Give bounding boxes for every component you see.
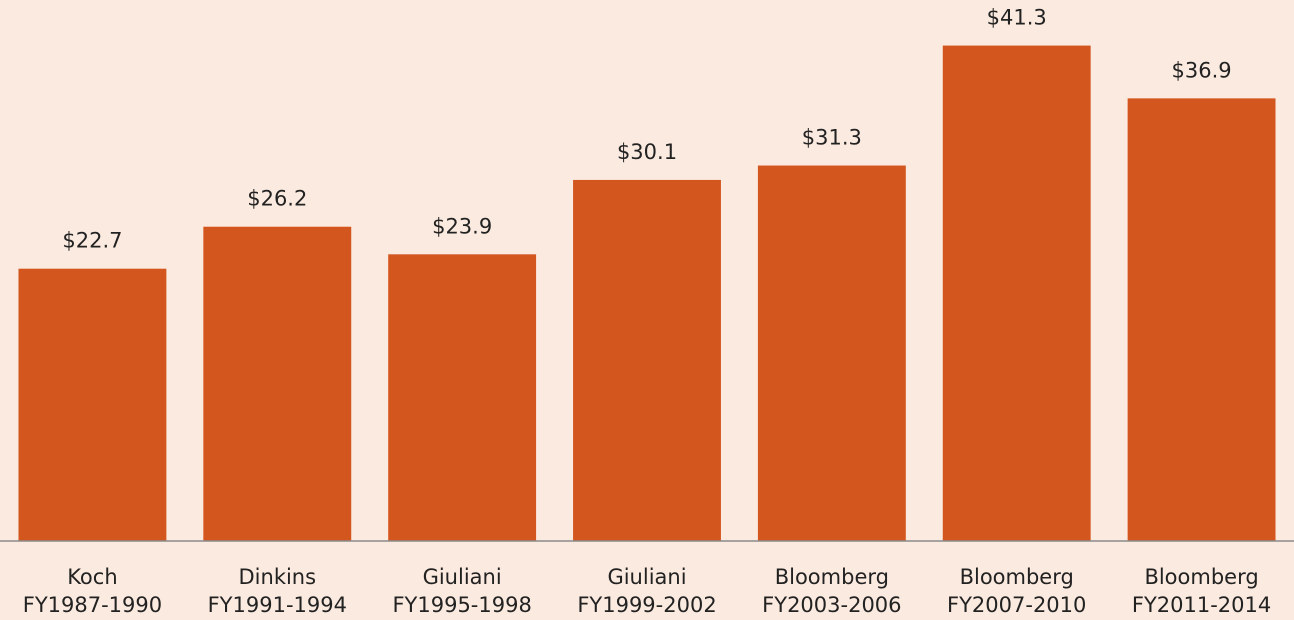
x-tick-label: Koch xyxy=(67,565,117,589)
x-tick-label: Giuliani xyxy=(423,565,502,589)
data-label: $26.2 xyxy=(247,187,307,211)
bar xyxy=(942,45,1091,541)
data-label: $36.9 xyxy=(1172,58,1232,82)
data-label: $41.3 xyxy=(987,6,1047,30)
bar xyxy=(573,179,721,542)
data-label: $22.7 xyxy=(62,229,122,253)
bar xyxy=(203,226,352,541)
x-tick-label: FY1987-1990 xyxy=(23,593,162,617)
x-tick-label: FY1991-1994 xyxy=(208,593,347,617)
x-tick-label: Dinkins xyxy=(239,565,317,589)
x-tick-label: Bloomberg xyxy=(1144,565,1258,589)
data-label: $30.1 xyxy=(617,140,677,164)
x-tick-label: FY1995-1998 xyxy=(392,593,531,617)
x-tick-label: Bloomberg xyxy=(960,565,1074,589)
x-tick-label: FY2007-2010 xyxy=(947,593,1086,617)
x-tick-label: FY2011-2014 xyxy=(1132,593,1271,617)
x-tick-label: Giuliani xyxy=(607,565,686,589)
x-tick-label: FY1999-2002 xyxy=(577,593,716,617)
data-label: $23.9 xyxy=(432,214,492,238)
x-tick-label: Bloomberg xyxy=(775,565,889,589)
bar xyxy=(388,254,537,542)
bar xyxy=(18,268,167,541)
data-label: $31.3 xyxy=(802,126,862,150)
x-tick-label: FY2003-2006 xyxy=(762,593,901,617)
bar xyxy=(757,165,906,541)
bar xyxy=(1127,98,1276,541)
